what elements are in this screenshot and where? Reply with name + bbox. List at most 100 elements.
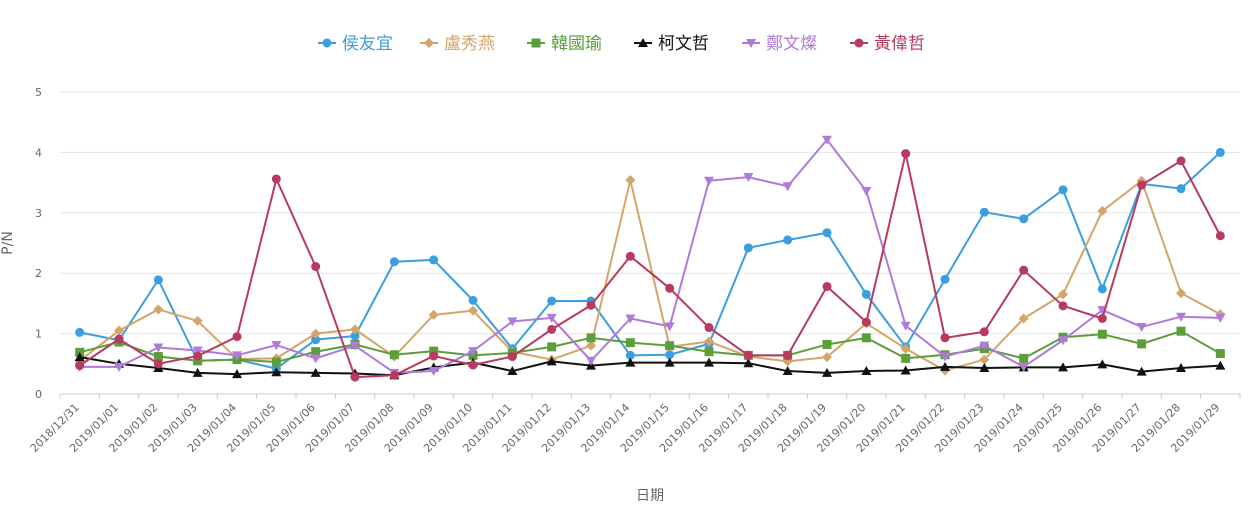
- data-point[interactable]: [822, 228, 832, 238]
- data-point[interactable]: [743, 350, 753, 360]
- data-point[interactable]: [1058, 289, 1068, 300]
- data-point[interactable]: [232, 351, 242, 361]
- data-point[interactable]: [429, 346, 439, 356]
- legend-marker[interactable]: [531, 38, 541, 48]
- data-point[interactable]: [1058, 185, 1068, 195]
- data-point[interactable]: [1097, 284, 1107, 294]
- legend-item[interactable]: 柯文哲: [634, 34, 709, 54]
- data-point[interactable]: [310, 328, 321, 339]
- data-point[interactable]: [1097, 359, 1108, 369]
- data-point[interactable]: [1215, 231, 1225, 241]
- data-point[interactable]: [114, 325, 124, 336]
- data-point[interactable]: [310, 367, 321, 377]
- data-point[interactable]: [271, 357, 281, 367]
- data-point[interactable]: [1137, 180, 1147, 190]
- data-point[interactable]: [311, 262, 321, 272]
- data-point[interactable]: [271, 341, 282, 351]
- legend-item[interactable]: 侯友宜: [318, 34, 393, 54]
- data-point[interactable]: [429, 255, 439, 265]
- data-point[interactable]: [468, 347, 478, 357]
- legend-item[interactable]: 鄭文燦: [742, 34, 817, 54]
- data-point[interactable]: [625, 357, 636, 367]
- data-point[interactable]: [900, 365, 911, 375]
- data-point[interactable]: [1215, 349, 1225, 359]
- data-point[interactable]: [704, 347, 714, 357]
- data-point[interactable]: [546, 356, 557, 366]
- data-point[interactable]: [1176, 156, 1186, 166]
- data-point[interactable]: [1176, 312, 1186, 322]
- data-point[interactable]: [586, 333, 596, 343]
- data-point[interactable]: [979, 354, 990, 365]
- data-point[interactable]: [940, 274, 950, 284]
- data-point[interactable]: [350, 324, 360, 335]
- data-point[interactable]: [114, 362, 124, 372]
- data-point[interactable]: [1019, 265, 1029, 275]
- data-point[interactable]: [743, 243, 753, 253]
- legend-marker[interactable]: [746, 39, 756, 48]
- data-point[interactable]: [271, 367, 282, 377]
- data-point[interactable]: [428, 309, 439, 320]
- data-point[interactable]: [547, 342, 557, 352]
- data-point[interactable]: [625, 338, 635, 348]
- data-point[interactable]: [192, 315, 203, 326]
- data-point[interactable]: [350, 341, 360, 351]
- data-point[interactable]: [1019, 353, 1029, 363]
- data-point[interactable]: [861, 317, 871, 327]
- data-point[interactable]: [428, 367, 439, 377]
- data-point[interactable]: [861, 187, 872, 197]
- data-point[interactable]: [75, 361, 85, 371]
- data-point[interactable]: [389, 370, 399, 380]
- data-point[interactable]: [153, 352, 163, 362]
- data-point[interactable]: [822, 367, 832, 377]
- data-point[interactable]: [625, 314, 636, 324]
- data-point[interactable]: [782, 366, 793, 376]
- data-point[interactable]: [586, 356, 596, 366]
- data-point[interactable]: [1176, 326, 1186, 336]
- data-point[interactable]: [1058, 336, 1068, 346]
- data-point[interactable]: [192, 367, 203, 377]
- data-point[interactable]: [586, 300, 596, 310]
- data-point[interactable]: [193, 351, 203, 361]
- data-point[interactable]: [901, 353, 911, 363]
- legend-marker[interactable]: [424, 38, 434, 48]
- data-point[interactable]: [507, 352, 517, 362]
- data-point[interactable]: [1097, 329, 1107, 339]
- legend-item[interactable]: 韓國瑜: [527, 34, 602, 54]
- data-point[interactable]: [822, 135, 832, 145]
- data-point[interactable]: [861, 366, 872, 376]
- data-point[interactable]: [1136, 366, 1147, 376]
- data-point[interactable]: [979, 327, 989, 337]
- data-point[interactable]: [940, 352, 950, 362]
- data-point[interactable]: [75, 327, 85, 337]
- data-point[interactable]: [153, 359, 163, 369]
- data-point[interactable]: [468, 305, 478, 316]
- data-point[interactable]: [822, 339, 832, 349]
- data-point[interactable]: [704, 336, 714, 347]
- data-point[interactable]: [664, 322, 675, 332]
- data-point[interactable]: [822, 281, 832, 291]
- legend-item[interactable]: 黃偉哲: [850, 34, 925, 54]
- data-point[interactable]: [979, 363, 990, 373]
- data-point[interactable]: [940, 333, 950, 343]
- data-point[interactable]: [704, 176, 714, 186]
- data-point[interactable]: [1136, 322, 1147, 332]
- data-point[interactable]: [310, 354, 321, 364]
- data-point[interactable]: [665, 341, 675, 351]
- data-point[interactable]: [1215, 313, 1226, 323]
- data-point[interactable]: [271, 174, 281, 184]
- data-point[interactable]: [311, 347, 321, 357]
- data-point[interactable]: [1215, 360, 1226, 370]
- legend-marker[interactable]: [638, 38, 648, 47]
- data-point[interactable]: [782, 182, 793, 192]
- data-point[interactable]: [192, 346, 203, 356]
- data-point[interactable]: [625, 175, 636, 186]
- data-point[interactable]: [1019, 214, 1029, 224]
- data-point[interactable]: [783, 235, 793, 245]
- legend-item[interactable]: 盧秀燕: [420, 34, 495, 54]
- data-point[interactable]: [1058, 301, 1068, 311]
- data-point[interactable]: [1176, 288, 1186, 299]
- data-point[interactable]: [743, 173, 754, 183]
- data-point[interactable]: [114, 334, 124, 344]
- data-point[interactable]: [389, 350, 399, 360]
- data-point[interactable]: [507, 317, 518, 327]
